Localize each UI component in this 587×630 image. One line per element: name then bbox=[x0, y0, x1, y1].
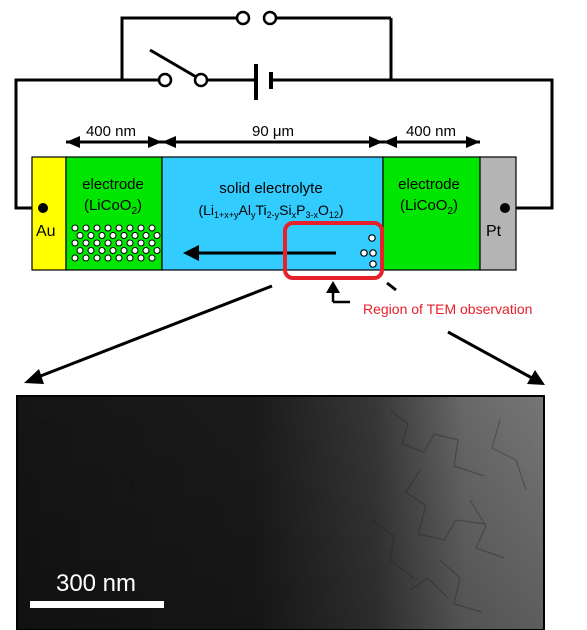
right-electrode-title: electrode bbox=[398, 176, 460, 193]
li-particle bbox=[82, 254, 90, 262]
li-particle bbox=[115, 224, 123, 232]
electrolyte-formula: (Li1+x+yAlyTi2-ySixP3-xO12) bbox=[198, 202, 343, 220]
li-particle bbox=[104, 254, 112, 262]
circuit-wiring bbox=[14, 16, 554, 210]
li-particle bbox=[71, 239, 79, 247]
li-particle bbox=[82, 239, 90, 247]
li-particle bbox=[98, 247, 106, 254]
li-particle bbox=[71, 254, 79, 262]
li-particle bbox=[131, 247, 139, 254]
li-particle bbox=[126, 254, 134, 262]
au-label: Au bbox=[36, 223, 56, 240]
battery-icon bbox=[254, 64, 273, 100]
li-particle bbox=[76, 247, 84, 254]
electrolyte-ions bbox=[360, 234, 377, 268]
li-particle bbox=[115, 239, 123, 247]
li-particle bbox=[137, 224, 145, 232]
li-particle bbox=[126, 239, 134, 247]
li-particle bbox=[104, 224, 112, 232]
scale-bar bbox=[30, 601, 164, 608]
li-particle bbox=[115, 254, 123, 262]
ion-migration-arrow bbox=[183, 245, 336, 261]
li-particle bbox=[109, 247, 117, 254]
li-particle bbox=[148, 224, 156, 232]
scale-bar-label: 300 nm bbox=[56, 570, 136, 597]
left-electrode-formula: (LiCoO2) bbox=[84, 197, 142, 217]
li-particle bbox=[148, 239, 156, 247]
dimension-arrows bbox=[66, 136, 480, 148]
li-particle bbox=[126, 224, 134, 232]
li-particle bbox=[142, 247, 150, 254]
pt-label: Pt bbox=[486, 223, 502, 240]
li-particle bbox=[142, 232, 150, 239]
li-particle bbox=[82, 224, 90, 232]
li-particle bbox=[76, 232, 84, 239]
li-particle bbox=[148, 254, 156, 262]
right-electrode-thickness: 400 nm bbox=[406, 123, 456, 140]
electrolyte-thickness: 90 μm bbox=[252, 123, 294, 140]
au-contact-dot bbox=[38, 203, 48, 213]
li-particle bbox=[104, 239, 112, 247]
zoom-arrows bbox=[24, 281, 545, 385]
left-electrode-thickness: 400 nm bbox=[86, 123, 136, 140]
li-particle bbox=[109, 232, 117, 239]
li-particle bbox=[71, 224, 79, 232]
region-label: Region of TEM observation bbox=[363, 301, 532, 317]
li-particle bbox=[137, 239, 145, 247]
region-pointer bbox=[326, 281, 350, 304]
switch-icon bbox=[157, 72, 209, 88]
pt-contact-dot bbox=[500, 203, 510, 213]
li-particle bbox=[131, 232, 139, 239]
li-particle bbox=[93, 239, 101, 247]
li-particle bbox=[137, 254, 145, 262]
pt-layer bbox=[479, 156, 517, 271]
li-particle bbox=[120, 232, 128, 239]
au-layer bbox=[31, 156, 67, 271]
li-particle bbox=[98, 232, 106, 239]
li-particle bbox=[120, 247, 128, 254]
tem-region-highlight bbox=[283, 221, 384, 280]
lithium-particles bbox=[71, 224, 161, 262]
li-particle bbox=[153, 232, 161, 239]
electrolyte-title: solid electrolyte bbox=[219, 180, 322, 197]
li-particle bbox=[93, 254, 101, 262]
li-particle bbox=[87, 232, 95, 239]
li-particle bbox=[153, 247, 161, 254]
li-particle bbox=[93, 224, 101, 232]
tem-image bbox=[16, 395, 545, 630]
top-switch-icon bbox=[235, 10, 278, 26]
li-particle bbox=[87, 247, 95, 254]
right-electrode-layer bbox=[382, 156, 481, 271]
left-electrode-title: electrode bbox=[82, 176, 144, 193]
right-electrode-formula: (LiCoO2) bbox=[400, 197, 458, 217]
